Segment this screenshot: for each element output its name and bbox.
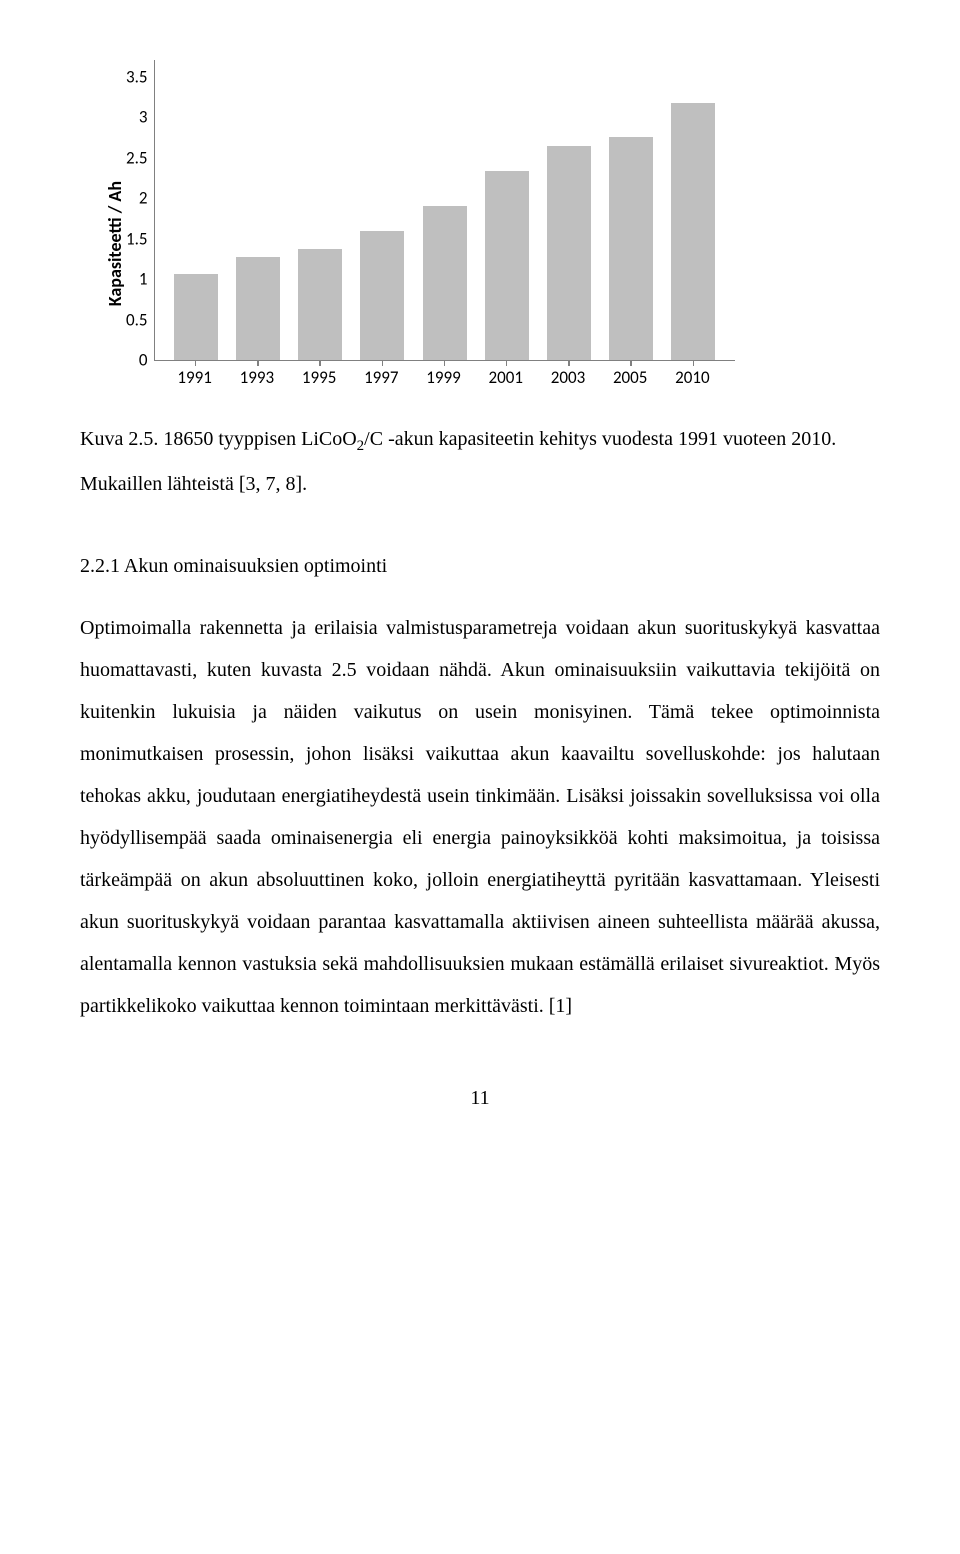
x-tick-label: 1991 [173, 367, 217, 388]
section-heading: 2.2.1 Akun ominaisuuksien optimointi [80, 545, 880, 587]
bar [671, 103, 715, 360]
x-tick-label: 1997 [359, 367, 403, 388]
y-tick-label: 3.5 [126, 69, 148, 86]
bar [547, 146, 591, 360]
bar [360, 231, 404, 360]
x-tick-label: 2005 [608, 367, 652, 388]
y-axis-ticks: 3.532.521.510.50 [126, 60, 154, 360]
body-paragraph: Optimoimalla rakennetta ja erilaisia val… [80, 607, 880, 1027]
y-tick-label: 3 [139, 109, 148, 126]
x-tick-label: 1993 [235, 367, 279, 388]
x-tick-label: 2010 [670, 367, 714, 388]
y-axis-label: Kapasiteetti / Ah [100, 141, 126, 306]
bar [298, 249, 342, 360]
x-tick-label: 1999 [422, 367, 466, 388]
y-tick-label: 1 [139, 271, 148, 288]
y-tick-label: 2.5 [126, 149, 148, 166]
bar [485, 171, 529, 360]
caption-prefix: Kuva 2.5. [80, 428, 158, 450]
caption-text-1: 18650 tyyppisen LiCoO [158, 428, 356, 450]
x-tick-label: 2003 [546, 367, 590, 388]
x-tick-label: 2001 [484, 367, 528, 388]
bars-container [155, 60, 735, 360]
bar [174, 274, 218, 360]
page-number: 11 [80, 1087, 880, 1110]
x-tick-marks [155, 360, 735, 366]
y-tick-label: 0 [139, 351, 148, 368]
bar-chart: Kapasiteetti / Ah 3.5 3 2.5 2 1.5 1 0.5 0 1991 1… [100, 60, 880, 388]
plot-area [154, 60, 735, 361]
bar [609, 137, 653, 360]
bar [423, 206, 467, 360]
y-tick-label: 1.5 [126, 230, 148, 247]
y-tick-label: 0.5 [126, 311, 148, 328]
bar [236, 257, 280, 360]
x-tick-label: 1995 [297, 367, 341, 388]
figure-caption: Kuva 2.5. 18650 tyyppisen LiCoO2/C -akun… [80, 418, 880, 505]
y-tick-label: 2 [139, 190, 148, 207]
